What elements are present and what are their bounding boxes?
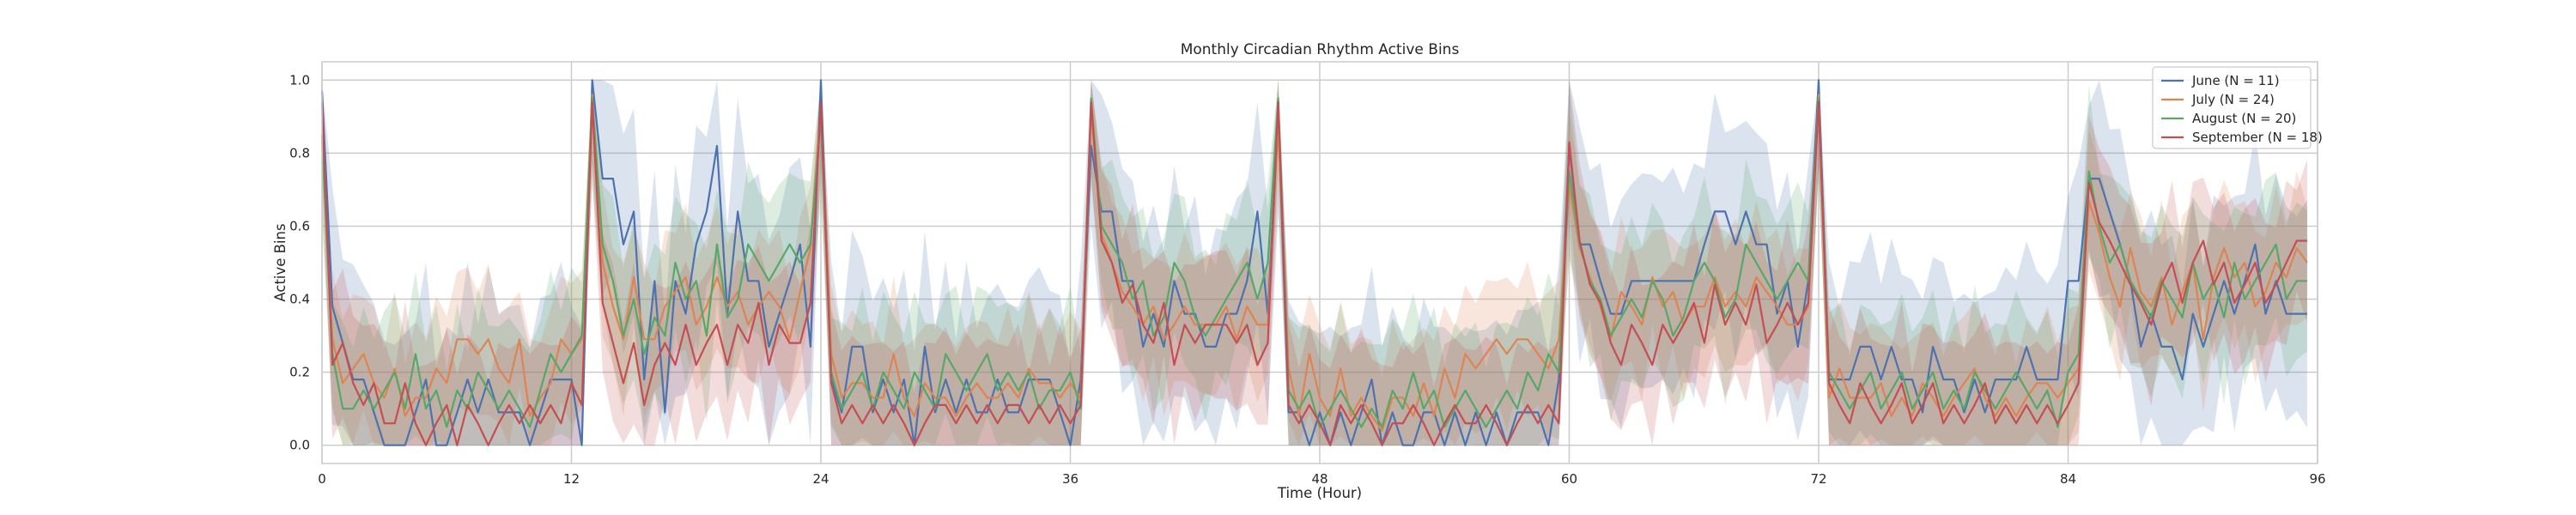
- x-axis-label: Time (Hour): [1277, 485, 1362, 501]
- x-tick-label: 36: [1062, 471, 1078, 487]
- x-tick-label: 24: [812, 471, 829, 487]
- plot-frame: [321, 61, 2318, 464]
- confidence-band-0: [322, 80, 2307, 445]
- x-tick-label: 12: [563, 471, 580, 487]
- legend-entry: September (N = 18): [2192, 130, 2323, 145]
- series-lines: [320, 79, 2308, 446]
- y-axis-ticks: 0.0 0.2 0.4 0.6 0.8 1.0: [289, 72, 310, 452]
- confidence-band-3: [322, 80, 2307, 445]
- x-tick-label: 96: [2309, 471, 2325, 487]
- series-line-0: [320, 79, 2307, 446]
- x-tick-label: 72: [1810, 471, 1826, 487]
- y-tick-label: 1.0: [289, 72, 310, 88]
- confidence-band-2: [322, 80, 2307, 445]
- series-line-3: [320, 100, 2307, 446]
- chart-title: Monthly Circadian Rhythm Active Bins: [1181, 41, 1460, 58]
- legend-entry: June (N = 11): [2191, 73, 2280, 88]
- y-tick-label: 0.0: [289, 438, 310, 453]
- x-tick-label: 84: [2060, 471, 2076, 487]
- y-tick-label: 0.6: [289, 218, 310, 233]
- confidence-band-1: [322, 80, 2307, 445]
- legend-box: [2152, 66, 2312, 149]
- y-tick-label: 0.8: [289, 145, 310, 161]
- legend-entry: August (N = 20): [2192, 111, 2296, 126]
- legend: June (N = 11) July (N = 24) August (N = 20…: [2152, 66, 2323, 149]
- legend-entry: July (N = 24): [2191, 92, 2275, 107]
- y-tick-label: 0.2: [289, 365, 310, 380]
- x-tick-label: 48: [1311, 471, 1327, 487]
- confidence-bands: [322, 80, 2307, 445]
- series-line-2: [320, 97, 2307, 428]
- x-tick-label: 0: [318, 471, 326, 487]
- x-tick-label: 60: [1561, 471, 1577, 487]
- y-tick-label: 0.4: [289, 292, 310, 307]
- x-axis-ticks: 0 12 24 36 48 60 72 84 96: [318, 471, 2325, 487]
- y-axis-label: Active Bins: [272, 223, 289, 301]
